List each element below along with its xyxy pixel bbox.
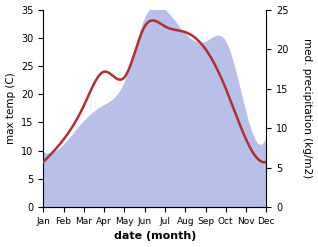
Y-axis label: med. precipitation (kg/m2): med. precipitation (kg/m2) [302,38,313,178]
X-axis label: date (month): date (month) [114,231,196,242]
Y-axis label: max temp (C): max temp (C) [5,72,16,144]
